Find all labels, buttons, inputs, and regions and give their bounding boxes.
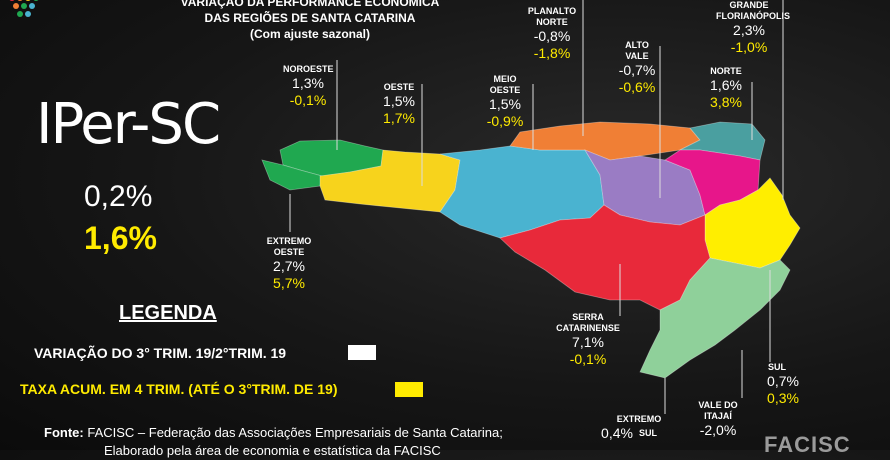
region-accumulated: -0,6% <box>618 79 656 95</box>
region-label-extremo-sul: EXTREMO 0,4% SUL <box>596 414 662 442</box>
region-variation: 2,3% <box>733 22 765 38</box>
region-variation: 0,7% <box>767 373 799 389</box>
region-variation: 1,5% <box>383 93 415 109</box>
region-label-serra-catarinense: SERRA CATARINENSE 7,1% -0,1% <box>556 312 620 368</box>
title-line1: VARIAÇÃO DA PERFORMANCE ECONÔMICA <box>180 0 440 9</box>
region-name: SUL <box>768 362 786 372</box>
legend-yellow-label: TAXA ACUM. EM 4 TRIM. (ATÉ O 3°TRIM. DE … <box>20 381 338 397</box>
region-label-meio-oeste: MEIO OESTE 1,5% -0,9% <box>480 74 530 130</box>
region-label-planalto-norte: PLANALTO NORTE -0,8% -1,8% <box>524 6 580 62</box>
region-name-2: OESTE <box>489 85 521 95</box>
region-name-2: ITAJAÍ <box>704 411 732 421</box>
region-label-vale-do-itajai: VALE DO ITAJAÍ -2,0% <box>694 400 742 439</box>
legend-title: LEGENDA <box>119 302 217 324</box>
region-accumulated: 1,7% <box>383 110 415 126</box>
region-variation: -0,7% <box>618 62 656 78</box>
region-name: OESTE <box>383 82 415 92</box>
region-name-2: CATARINENSE <box>556 323 620 333</box>
logo-icon <box>9 0 39 17</box>
title-line2: DAS REGIÕES DE SANTA CATARINA <box>204 11 416 25</box>
region-variation: 1,6% <box>710 77 742 93</box>
source-prefix: Fonte: <box>44 425 84 440</box>
index-variation: 0,2% <box>84 180 153 213</box>
region-name-2: VALE <box>625 51 649 61</box>
region-label-alto-vale: ALTO VALE -0,7% -0,6% <box>614 40 660 96</box>
region-variation: 1,5% <box>489 96 521 112</box>
region-name-2: FLORIANÓPOLIS <box>716 11 790 21</box>
region-accumulated: 3,8% <box>710 94 742 110</box>
region-variation: 2,7% <box>273 258 305 274</box>
region-accumulated: 0,3% <box>767 390 799 406</box>
source-text: FACISC – Federação das Associações Empre… <box>87 425 503 440</box>
region-name: GRANDE <box>729 0 769 10</box>
index-title: IPer-SC <box>36 92 221 157</box>
region-accumulated: 5,7% <box>273 275 305 291</box>
region-accumulated: -0,1% <box>569 351 607 367</box>
region-name: PLANALTO <box>527 6 577 16</box>
legend-white-swatch <box>348 345 376 360</box>
title-line3: (Com ajuste sazonal) <box>249 27 371 41</box>
santa-catarina-map <box>261 0 801 414</box>
region-variation: 7,1% <box>572 334 604 350</box>
region-label-noroeste: NOROESTE 1,3% -0,1% <box>283 64 334 109</box>
region-accumulated: -0,1% <box>289 92 327 108</box>
region-name: NORTE <box>710 66 742 76</box>
region-name: EXTREMO <box>266 236 312 246</box>
region-label-norte: NORTE 1,6% 3,8% <box>704 66 748 111</box>
region-name: SERRA <box>572 312 604 322</box>
region-name-2: NORTE <box>536 17 568 27</box>
region-label-sul: SUL 0,7% 0,3% <box>758 362 808 407</box>
region-name-2: OESTE <box>273 247 305 257</box>
facisc-logo: FACISC <box>764 432 851 457</box>
region-variation: -2,0% <box>699 422 737 438</box>
region-name: VALE DO <box>698 400 738 410</box>
region-name: NOROESTE <box>283 64 334 74</box>
legend-yellow-swatch <box>395 382 423 397</box>
legend-white-label: VARIAÇÃO DO 3° TRIM. 19/2°TRIM. 19 <box>34 345 287 361</box>
region-sul <box>639 257 791 379</box>
index-accumulated: 1,6% <box>84 220 157 256</box>
region-name: MEIO <box>493 74 517 84</box>
region-label-oeste: OESTE 1,5% 1,7% <box>374 82 424 127</box>
region-variation: 0,4% <box>601 425 633 441</box>
page-title: VARIAÇÃO DA PERFORMANCE ECONÔMICA DAS RE… <box>150 0 470 42</box>
region-label-grande-florianopolis: GRANDE FLORIANÓPOLIS 2,3% -1,0% <box>716 0 790 56</box>
region-name-2: SUL <box>638 428 657 438</box>
region-accumulated: -1,8% <box>533 45 571 61</box>
region-name: EXTREMO <box>616 414 662 424</box>
region-name: ALTO <box>625 40 649 50</box>
region-label-extremo-oeste: EXTREMO OESTE 2,7% 5,7% <box>264 236 314 292</box>
region-accumulated: -0,9% <box>486 113 524 129</box>
region-variation: -0,8% <box>533 28 571 44</box>
region-accumulated: -1,0% <box>730 39 768 55</box>
region-variation: 1,3% <box>292 75 324 91</box>
region-serra-catarinense <box>499 204 711 311</box>
